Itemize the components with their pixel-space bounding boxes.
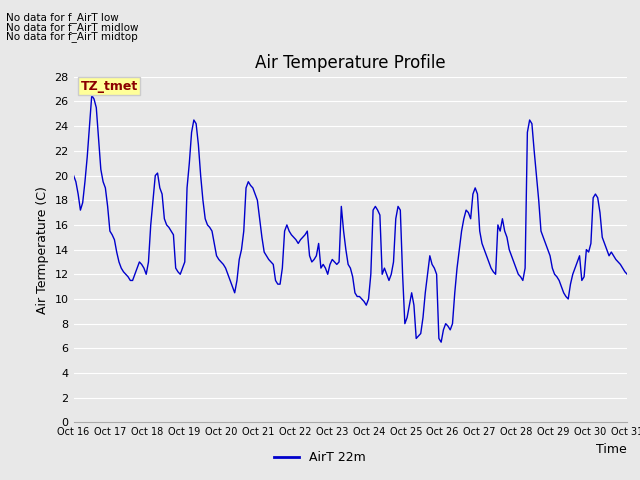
Text: TZ_tmet: TZ_tmet — [81, 80, 138, 93]
Legend: AirT 22m: AirT 22m — [269, 446, 371, 469]
Y-axis label: Air Termperature (C): Air Termperature (C) — [36, 186, 49, 313]
Title: Air Temperature Profile: Air Temperature Profile — [255, 54, 445, 72]
Text: No data for f_AirT midlow: No data for f_AirT midlow — [6, 22, 139, 33]
Text: No data for f_AirT midtop: No data for f_AirT midtop — [6, 31, 138, 42]
Text: No data for f_AirT low: No data for f_AirT low — [6, 12, 119, 23]
X-axis label: Time: Time — [596, 443, 627, 456]
